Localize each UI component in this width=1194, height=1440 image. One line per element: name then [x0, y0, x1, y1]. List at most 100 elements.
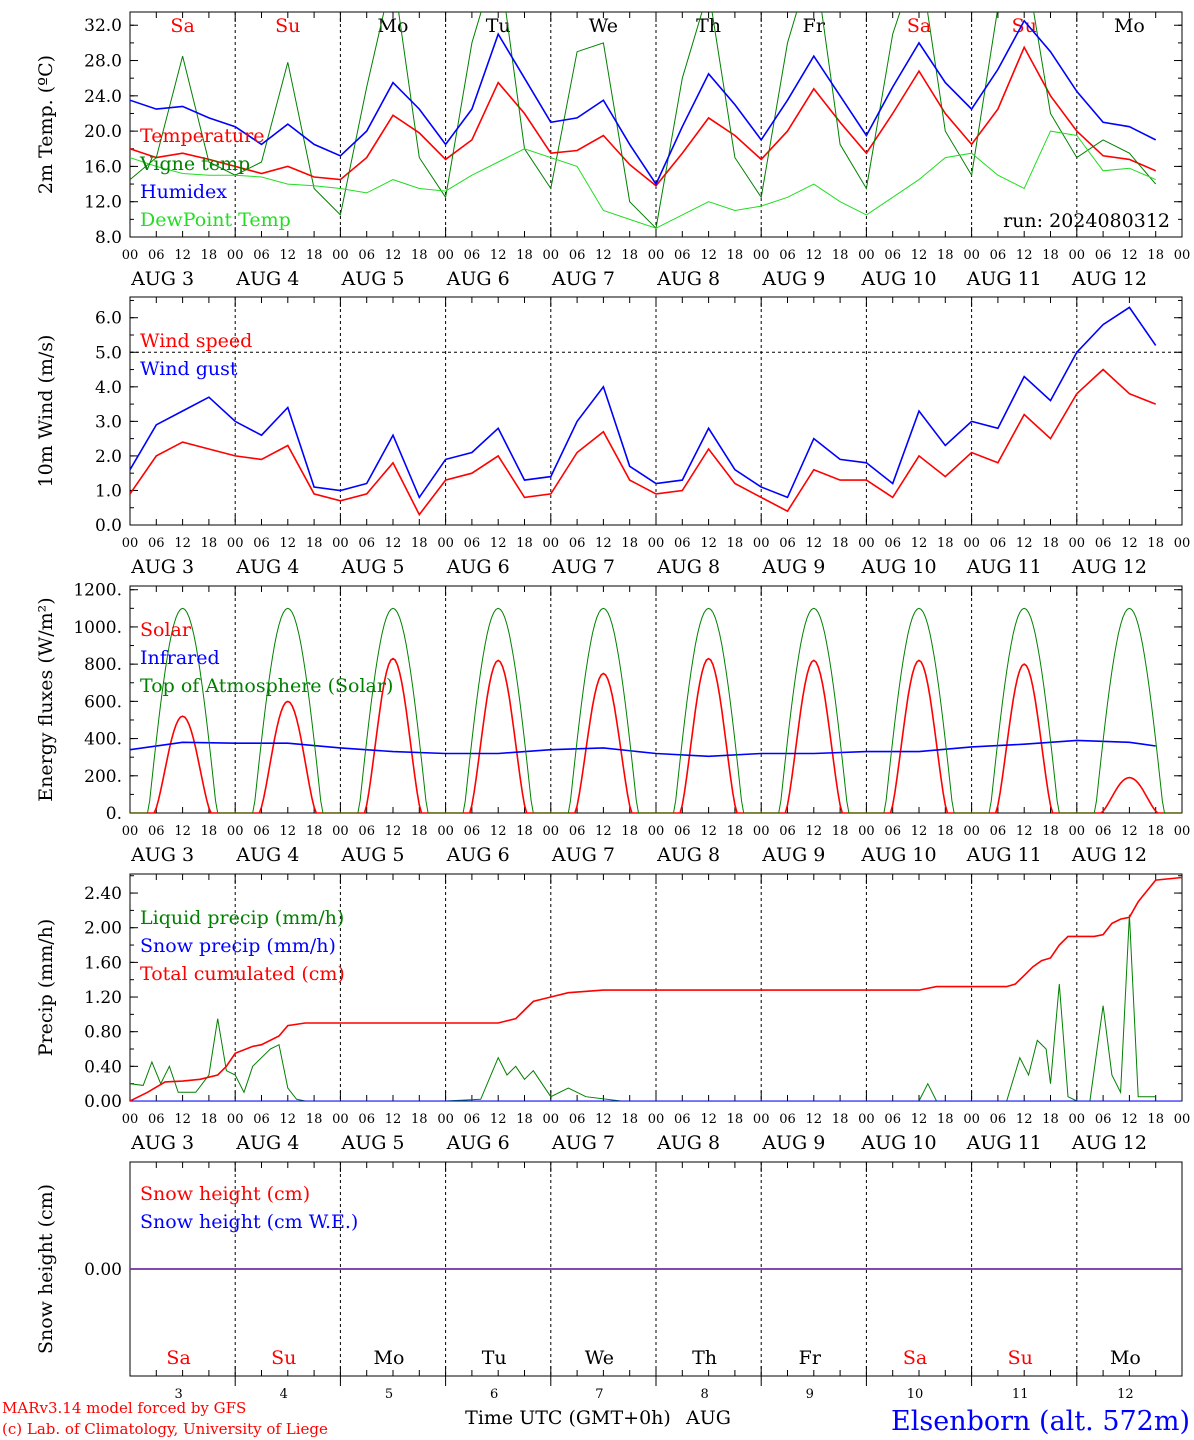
hour-tick-label: 18: [306, 824, 323, 839]
hour-tick-label: 12: [174, 536, 191, 551]
hour-tick-label: 18: [1042, 536, 1059, 551]
hour-tick-label: 06: [990, 536, 1007, 551]
hour-tick-label: 12: [911, 536, 928, 551]
hour-tick-label: 06: [358, 1112, 375, 1127]
hour-tick-label: 06: [884, 1112, 901, 1127]
hour-tick-label: 18: [621, 248, 638, 263]
weekday-label: We: [589, 15, 618, 37]
hour-tick-label: 12: [700, 1112, 717, 1127]
date-label: AUG 6: [446, 844, 510, 866]
date-label: AUG 9: [761, 268, 825, 290]
date-label: AUG 5: [340, 844, 404, 866]
hour-tick-label: 12: [174, 248, 191, 263]
legend-infrared: Infrared: [140, 647, 220, 669]
hour-tick-label: 18: [727, 1112, 744, 1127]
date-label: AUG 8: [656, 1132, 720, 1154]
y-tick-label: 6.0: [95, 309, 122, 329]
date-label: AUG 4: [235, 268, 299, 290]
date-label: AUG 3: [130, 268, 194, 290]
y-tick-label: 8.0: [95, 228, 122, 248]
hour-tick-label: 12: [385, 536, 402, 551]
hour-tick-label: 12: [700, 248, 717, 263]
y-tick-label: 28.0: [84, 52, 122, 72]
hour-tick-label: 18: [621, 1112, 638, 1127]
y-tick-label: 4.0: [95, 378, 122, 398]
weekday-label: Mo: [374, 1347, 405, 1369]
legend-solar: Solar: [140, 619, 192, 641]
series-group: [130, 12, 1157, 230]
series-group: [130, 607, 1182, 813]
y-tick-label: 3.0: [95, 412, 122, 432]
hour-tick-label: 00: [1174, 1112, 1191, 1127]
hour-tick-label: 12: [595, 824, 612, 839]
legend-snow-precip-mm-h: Snow precip (mm/h): [140, 935, 336, 957]
date-label: AUG 7: [551, 556, 615, 578]
hour-tick-label: 06: [1095, 536, 1112, 551]
hour-tick-label: 12: [1121, 536, 1138, 551]
hour-tick-label: 12: [174, 824, 191, 839]
weekday-label: Mo: [378, 15, 409, 37]
date-label: AUG 7: [551, 268, 615, 290]
hour-tick-label: 06: [884, 536, 901, 551]
panel-snow: 0.00 Snow height (cm) Sa Su Mo Tu We Th Fr Sa Su Mo…: [35, 1161, 1183, 1402]
y-axis-label: 10m Wind (m/s): [35, 335, 57, 488]
date-label: AUG 7: [551, 844, 615, 866]
hour-tick-label: 18: [201, 1112, 218, 1127]
weekday-label: Sa: [170, 15, 194, 37]
hour-tick-label: 12: [1121, 248, 1138, 263]
legend-temperature: Temperature: [140, 125, 264, 147]
series-line-infrared: [130, 739, 1156, 758]
hour-tick-label: 00: [543, 536, 560, 551]
weekday-label: We: [585, 1347, 614, 1369]
y-tick-label: 0.0: [95, 516, 122, 536]
series-line-vigne-temp: [130, 12, 1157, 230]
day-number-label: 6: [490, 1387, 498, 1402]
date-label: AUG 10: [860, 844, 936, 866]
hour-tick-label: 06: [464, 248, 481, 263]
hour-tick-label: 12: [385, 1112, 402, 1127]
legend-snow-height-cm-w-e: Snow height (cm W.E.): [140, 1211, 358, 1233]
hour-tick-label: 06: [253, 824, 270, 839]
hour-tick-label: 12: [911, 248, 928, 263]
hour-tick-label: 06: [674, 248, 691, 263]
hour-tick-label: 18: [1147, 536, 1164, 551]
legend-dewpoint-temp: DewPoint Temp: [140, 209, 291, 231]
series-line-wind-gust: [130, 306, 1157, 500]
footer: MARv3.14 model forced by GFS (c) Lab. of …: [2, 1399, 1190, 1438]
date-label: AUG 10: [860, 556, 936, 578]
date-label: AUG 3: [130, 556, 194, 578]
y-axis-label: Precip (mm/h): [35, 919, 57, 1057]
hour-tick-label: 06: [464, 536, 481, 551]
hour-tick-label: 18: [1147, 824, 1164, 839]
hour-tick-label: 12: [280, 536, 297, 551]
hour-tick-label: 18: [1147, 248, 1164, 263]
hour-tick-label: 12: [595, 248, 612, 263]
hour-tick-label: 18: [621, 824, 638, 839]
y-tick-label: 2.40: [84, 884, 122, 904]
y-tick-label: 200.: [84, 767, 122, 787]
series-group: [130, 306, 1157, 517]
weekday-label: Su: [1012, 15, 1037, 37]
hour-tick-label: 18: [306, 1112, 323, 1127]
hour-tick-label: 00: [227, 248, 244, 263]
day-number-label: 7: [595, 1387, 603, 1402]
legend-humidex: Humidex: [140, 181, 227, 203]
day-number-label: 3: [174, 1387, 182, 1402]
hour-tick-label: 18: [937, 1112, 954, 1127]
hour-tick-label: 06: [464, 824, 481, 839]
hour-tick-label: 06: [1095, 1112, 1112, 1127]
day-number-label: 9: [806, 1387, 814, 1402]
hour-tick-label: 12: [174, 1112, 191, 1127]
date-label: AUG 7: [551, 1132, 615, 1154]
weekday-label: Sa: [907, 15, 931, 37]
hour-tick-label: 06: [674, 824, 691, 839]
y-tick-label: 16.0: [84, 157, 122, 177]
hour-tick-label: 18: [411, 536, 428, 551]
y-tick-label: 2.0: [95, 447, 122, 467]
run-label: run: 2024080312: [1003, 210, 1170, 232]
hour-tick-label: 06: [253, 1112, 270, 1127]
hour-tick-label: 00: [963, 1112, 980, 1127]
hour-tick-label: 18: [937, 824, 954, 839]
y-axis-label: Snow height (cm): [35, 1184, 57, 1354]
